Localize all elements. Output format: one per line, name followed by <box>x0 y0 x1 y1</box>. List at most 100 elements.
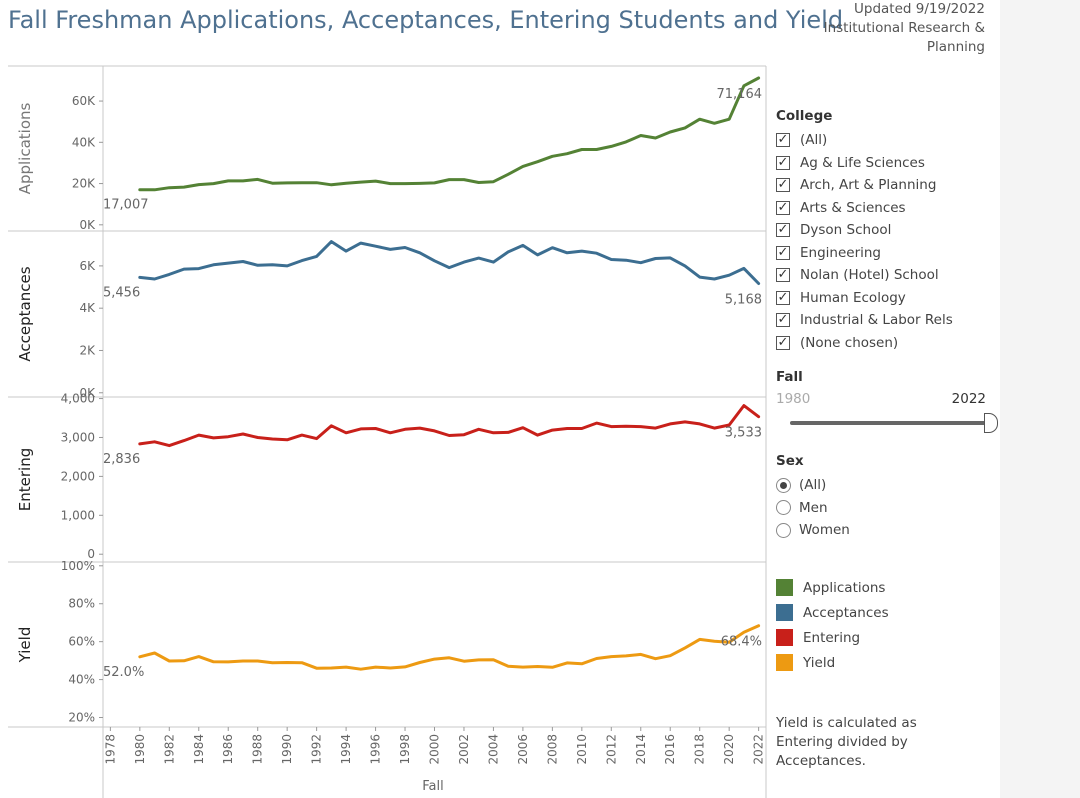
last-value-label: 68.4% <box>721 635 762 650</box>
radio-selected-dot <box>780 482 787 489</box>
college-option[interactable]: ✓ Arch, Art & Planning <box>776 174 953 197</box>
yield-note: Yield is calculated as Entering divided … <box>776 714 926 771</box>
x-tick-label: 2008 <box>545 734 559 765</box>
x-tick-label: 2012 <box>604 734 618 765</box>
college-option[interactable]: ✓ Industrial & Labor Rels <box>776 309 953 332</box>
legend-item[interactable]: Yield <box>776 650 889 675</box>
checkbox-checked-icon[interactable]: ✓ <box>776 291 790 305</box>
last-value-label: 5,168 <box>725 292 762 307</box>
sex-option-label: Women <box>799 522 850 538</box>
legend-swatch <box>776 604 793 621</box>
sex-filter-title: Sex <box>776 453 850 469</box>
legend-item[interactable]: Entering <box>776 625 889 650</box>
y-tick-label: 0K <box>79 218 96 232</box>
legend-label: Acceptances <box>803 605 889 621</box>
fall-slider-handle[interactable] <box>984 413 998 433</box>
y-tick-label: 40K <box>72 135 96 149</box>
college-option-label: Arts & Sciences <box>800 200 906 216</box>
college-option-label: (All) <box>800 132 827 148</box>
fall-min: 1980 <box>776 391 810 407</box>
legend-label: Applications <box>803 580 885 596</box>
y-tick-label: 20% <box>68 711 95 725</box>
radio-icon[interactable] <box>776 500 791 515</box>
radio-icon[interactable] <box>776 523 791 538</box>
college-option-label: Ag & Life Sciences <box>800 155 925 171</box>
sex-option[interactable]: (All) <box>776 474 850 497</box>
x-tick-label: 2014 <box>634 734 648 765</box>
y-tick-label: 3,000 <box>61 430 95 444</box>
y-tick-label: 60K <box>72 94 96 108</box>
x-tick-label: 1998 <box>398 734 412 765</box>
legend-swatch <box>776 629 793 646</box>
y-tick-label: 2K <box>79 343 96 357</box>
y-tick-label: 1,000 <box>61 508 95 522</box>
y-tick-label: 20K <box>72 177 96 191</box>
checkbox-checked-icon[interactable]: ✓ <box>776 313 790 327</box>
college-option[interactable]: ✓ Ag & Life Sciences <box>776 152 953 175</box>
checkbox-checked-icon[interactable]: ✓ <box>776 246 790 260</box>
college-option[interactable]: ✓ Dyson School <box>776 219 953 242</box>
y-tick-label: 60% <box>68 635 95 649</box>
x-tick-label: 2018 <box>693 734 707 765</box>
checkbox-checked-icon[interactable]: ✓ <box>776 178 790 192</box>
updated-line-3: Planning <box>824 38 985 57</box>
series-line <box>140 242 759 284</box>
college-option-label: Nolan (Hotel) School <box>800 267 939 283</box>
college-option[interactable]: ✓ Nolan (Hotel) School <box>776 264 953 287</box>
updated-line-2: Institutional Research & <box>824 19 985 38</box>
sex-option[interactable]: Men <box>776 497 850 520</box>
fall-slider[interactable] <box>790 421 990 425</box>
y-axis-title: Entering <box>16 448 34 511</box>
series-line <box>140 626 759 670</box>
updated-line-1: Updated 9/19/2022 <box>824 0 985 19</box>
x-tick-label: 1990 <box>280 734 294 765</box>
x-tick-label: 2006 <box>516 734 530 765</box>
x-tick-label: 2016 <box>663 734 677 765</box>
college-option[interactable]: ✓ Engineering <box>776 242 953 265</box>
x-tick-label: 1986 <box>221 734 235 765</box>
sex-option[interactable]: Women <box>776 519 850 542</box>
college-option[interactable]: ✓ (None chosen) <box>776 332 953 355</box>
college-option-label: Industrial & Labor Rels <box>800 312 953 328</box>
college-option[interactable]: ✓ Arts & Sciences <box>776 197 953 220</box>
sex-option-label: (All) <box>799 477 826 493</box>
fall-max: 2022 <box>952 391 986 407</box>
sex-radio-list: (All) Men Women <box>776 474 850 542</box>
checkbox-checked-icon[interactable]: ✓ <box>776 201 790 215</box>
checkbox-checked-icon[interactable]: ✓ <box>776 336 790 350</box>
last-value-label: 71,164 <box>717 87 763 102</box>
x-tick-label: 1982 <box>162 734 176 765</box>
radio-icon[interactable] <box>776 478 791 493</box>
college-option-label: Engineering <box>800 245 881 261</box>
college-option[interactable]: ✓ (All) <box>776 129 953 152</box>
first-value-label: 17,007 <box>103 198 149 213</box>
x-tick-label: 2022 <box>752 734 766 765</box>
y-tick-label: 100% <box>61 559 95 573</box>
checkbox-checked-icon[interactable]: ✓ <box>776 133 790 147</box>
x-tick-label: 2004 <box>486 734 500 765</box>
checkbox-checked-icon[interactable]: ✓ <box>776 156 790 170</box>
x-tick-label: 2020 <box>722 734 736 765</box>
first-value-label: 2,836 <box>103 452 140 467</box>
y-axis-title: Applications <box>16 103 34 195</box>
college-filter-title: College <box>776 108 953 124</box>
fall-range-values: 1980 2022 <box>776 391 986 407</box>
y-axis-title: Acceptances <box>16 266 34 361</box>
y-tick-label: 80% <box>68 597 95 611</box>
x-tick-label: 2000 <box>428 734 442 765</box>
legend-item[interactable]: Acceptances <box>776 600 889 625</box>
x-tick-label: 1992 <box>310 734 324 765</box>
legend-swatch <box>776 579 793 596</box>
first-value-label: 5,456 <box>103 285 140 300</box>
college-option-label: Human Ecology <box>800 290 906 306</box>
fall-filter: Fall 1980 2022 <box>776 369 990 425</box>
college-option[interactable]: ✓ Human Ecology <box>776 287 953 310</box>
college-option-label: Arch, Art & Planning <box>800 177 936 193</box>
checkbox-checked-icon[interactable]: ✓ <box>776 268 790 282</box>
legend-item[interactable]: Applications <box>776 575 889 600</box>
x-tick-label: 1978 <box>103 734 117 765</box>
checkbox-checked-icon[interactable]: ✓ <box>776 223 790 237</box>
x-tick-label: 2010 <box>575 734 589 765</box>
y-tick-label: 6K <box>79 259 96 273</box>
y-tick-label: 2,000 <box>61 469 95 483</box>
